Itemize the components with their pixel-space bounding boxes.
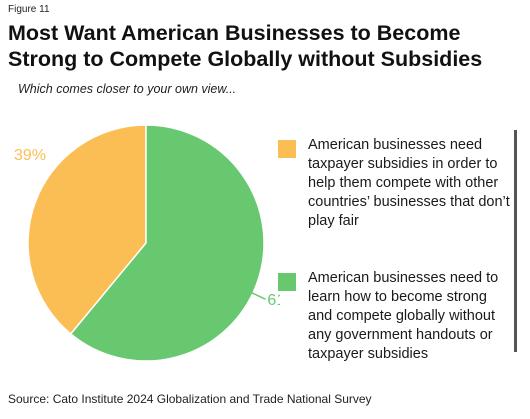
pie-chart: 39% 61%: [14, 124, 280, 362]
source-note: Source: Cato Institute 2024 Globalizatio…: [8, 392, 372, 406]
figure-label: Figure 11: [8, 4, 50, 15]
chart-title: Most Want American Businesses to Become …: [8, 21, 483, 71]
legend-label-subsidies: American businesses need taxpayer subsid…: [308, 137, 510, 229]
legend-swatch-compete: [278, 273, 296, 291]
slice-label-compete: 61%: [267, 292, 280, 309]
slice-leader-line: [250, 291, 266, 300]
legend-divider: [514, 130, 517, 352]
slice-label-subsidies: 39%: [14, 147, 46, 164]
slice-subsidies: [27, 124, 147, 335]
legend-label-compete: American businesses need to learn how to…: [308, 270, 499, 362]
chart-subtitle: Which comes closer to your own view...: [18, 82, 237, 96]
legend-swatch-subsidies: [278, 140, 296, 158]
slice-compete: [69, 124, 265, 362]
